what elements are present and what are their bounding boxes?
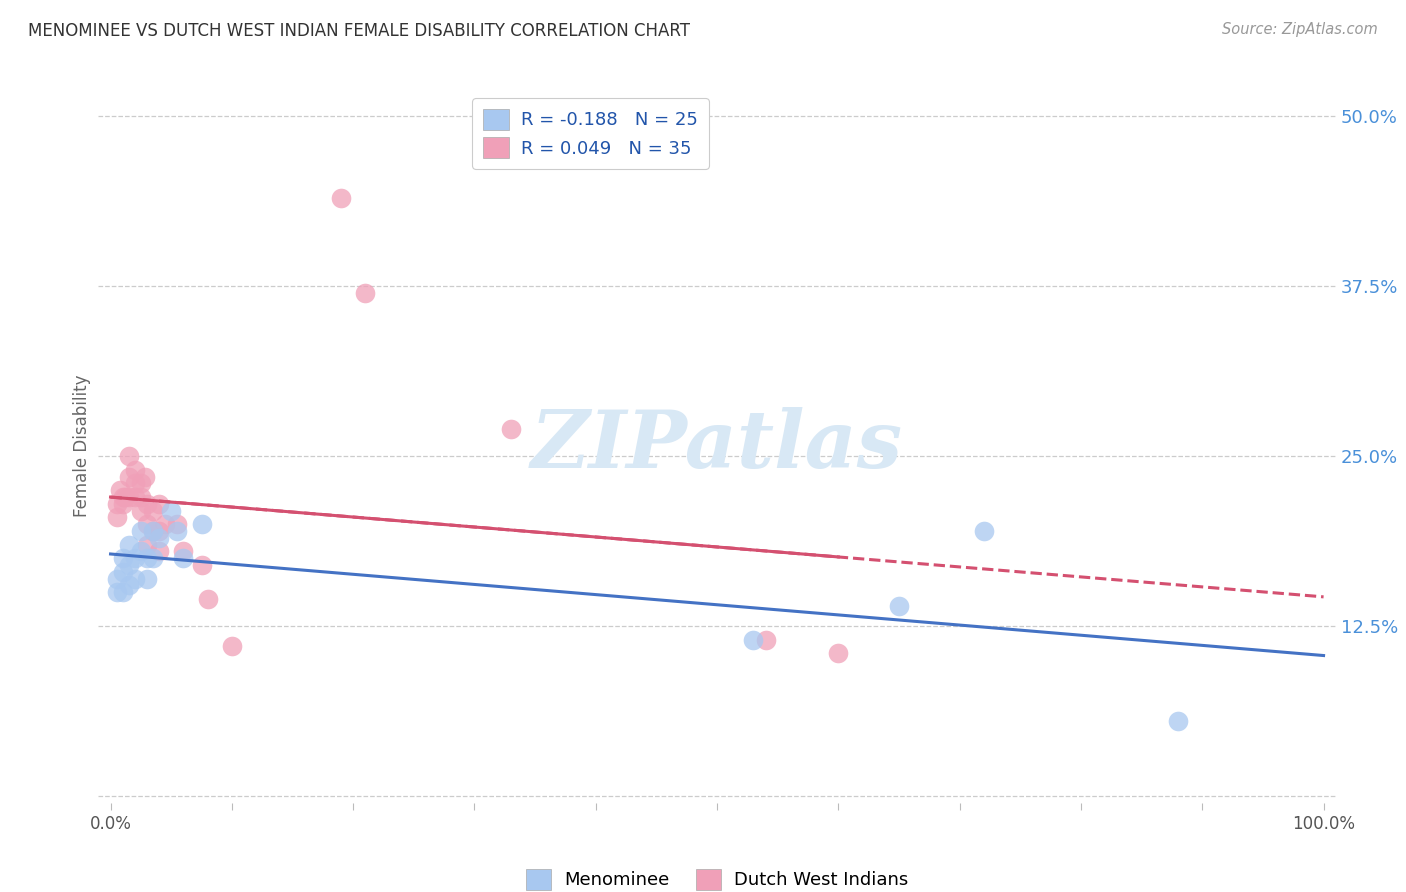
- Legend: Menominee, Dutch West Indians: Menominee, Dutch West Indians: [519, 862, 915, 892]
- Point: [124, 490, 146, 504]
- Point: [142, 524, 165, 538]
- Point: [111, 490, 134, 504]
- Point: [153, 517, 176, 532]
- Point: [129, 490, 152, 504]
- Y-axis label: Female Disability: Female Disability: [73, 375, 91, 517]
- Point: [330, 191, 353, 205]
- Point: [827, 646, 849, 660]
- Point: [129, 503, 152, 517]
- Point: [190, 558, 212, 572]
- Point: [105, 572, 128, 586]
- Point: [172, 544, 194, 558]
- Point: [973, 524, 995, 538]
- Point: [742, 632, 765, 647]
- Point: [142, 503, 165, 517]
- Point: [129, 524, 152, 538]
- Point: [166, 517, 188, 532]
- Point: [124, 476, 146, 491]
- Point: [499, 422, 522, 436]
- Point: [111, 585, 134, 599]
- Point: [136, 572, 159, 586]
- Point: [136, 497, 159, 511]
- Point: [190, 517, 212, 532]
- Point: [755, 632, 778, 647]
- Point: [197, 591, 219, 606]
- Point: [114, 490, 136, 504]
- Text: ZIPatlas: ZIPatlas: [531, 408, 903, 484]
- Point: [142, 551, 165, 566]
- Point: [118, 578, 141, 592]
- Point: [129, 476, 152, 491]
- Point: [118, 449, 141, 463]
- Point: [166, 524, 188, 538]
- Point: [105, 510, 128, 524]
- Point: [129, 544, 152, 558]
- Text: Source: ZipAtlas.com: Source: ZipAtlas.com: [1222, 22, 1378, 37]
- Point: [887, 599, 910, 613]
- Point: [110, 483, 132, 498]
- Point: [118, 490, 141, 504]
- Point: [111, 565, 134, 579]
- Point: [124, 572, 146, 586]
- Point: [160, 503, 183, 517]
- Point: [172, 551, 194, 566]
- Point: [136, 551, 159, 566]
- Point: [118, 558, 141, 572]
- Point: [118, 469, 141, 483]
- Point: [136, 537, 159, 551]
- Point: [111, 497, 134, 511]
- Point: [148, 497, 170, 511]
- Point: [111, 551, 134, 566]
- Point: [221, 640, 243, 654]
- Point: [142, 524, 165, 538]
- Point: [105, 497, 128, 511]
- Point: [105, 585, 128, 599]
- Point: [124, 551, 146, 566]
- Point: [148, 544, 170, 558]
- Point: [136, 517, 159, 532]
- Text: MENOMINEE VS DUTCH WEST INDIAN FEMALE DISABILITY CORRELATION CHART: MENOMINEE VS DUTCH WEST INDIAN FEMALE DI…: [28, 22, 690, 40]
- Point: [354, 286, 377, 301]
- Point: [148, 524, 170, 538]
- Point: [118, 537, 141, 551]
- Point: [148, 531, 170, 545]
- Point: [1167, 714, 1189, 729]
- Point: [124, 463, 146, 477]
- Point: [134, 469, 156, 483]
